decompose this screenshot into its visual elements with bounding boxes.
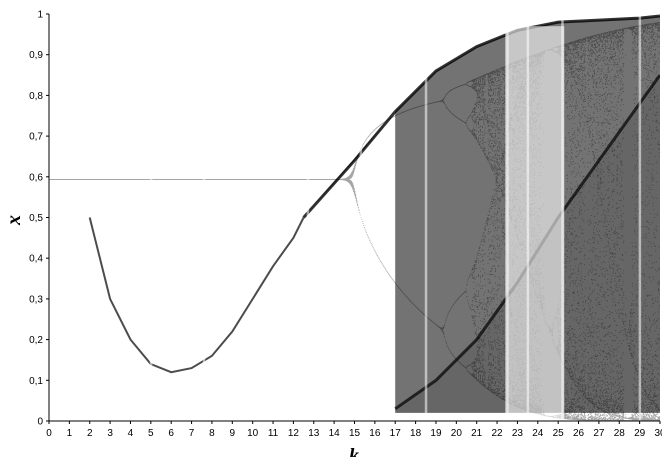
x-tick-label: 16: [369, 428, 381, 439]
x-tick-label: 22: [492, 428, 504, 439]
x-tick-label: 23: [512, 428, 524, 439]
y-tick-label: 0,9: [29, 50, 43, 61]
periodic-window: [359, 14, 363, 421]
x-tick-label: 6: [168, 428, 174, 439]
y-tick-label: 1: [37, 10, 43, 21]
x-tick-label: 10: [247, 428, 259, 439]
x-tick-label: 17: [390, 428, 402, 439]
period-three-window: [505, 26, 565, 421]
y-tick-label: 0,5: [29, 213, 43, 224]
y-axis-label: x: [3, 215, 25, 226]
x-tick-label: 19: [430, 428, 442, 439]
x-tick-label: 1: [67, 428, 73, 439]
periodic-window: [202, 14, 206, 421]
x-axis-label: k: [349, 445, 359, 457]
x-tick-label: 13: [308, 428, 320, 439]
x-tick-labels: 0 1 2 3 4 5 6 7 8 9 10 11 12 13 14 15 16 17 18 19 20 21 22 23 24…: [46, 421, 662, 439]
x-tick-label: 18: [410, 428, 422, 439]
x-tick-label: 28: [614, 428, 626, 439]
lower-chaotic-band-fill: [395, 75, 660, 413]
x-tick-label: 30: [654, 428, 662, 439]
x-tick-label: 0: [46, 428, 52, 439]
x-tick-label: 8: [209, 428, 215, 439]
x-tick-label: 5: [148, 428, 154, 439]
x-tick-label: 7: [189, 428, 195, 439]
x-tick-label: 14: [329, 428, 341, 439]
periodic-window: [638, 14, 642, 421]
x-tick-label: 11: [268, 428, 279, 439]
chaotic-band-fill: [303, 16, 660, 409]
y-tick-label: 0,8: [29, 91, 43, 102]
periodic-window: [306, 14, 310, 421]
y-tick-label: 0,1: [29, 376, 43, 387]
x-tick-label: 15: [349, 428, 361, 439]
x-tick-label: 20: [451, 428, 463, 439]
periodic-window: [149, 14, 153, 421]
y-tick-label: 0,3: [29, 294, 43, 305]
x-tick-label: 25: [553, 428, 565, 439]
y-tick-labels: 0 0,1 0,2 0,3 0,4 0,5 0,6 0,7 0,8 0,9 1: [29, 10, 49, 428]
x-tick-label: 29: [634, 428, 646, 439]
x-tick-label: 21: [471, 428, 483, 439]
x-tick-label: 24: [532, 428, 544, 439]
y-tick-label: 0,2: [29, 335, 43, 346]
lower-branch-curve: [88, 217, 305, 374]
x-tick-label: 4: [128, 428, 134, 439]
x-tick-label: 12: [288, 428, 300, 439]
x-tick-label: 27: [593, 428, 605, 439]
x-tick-label: 3: [107, 428, 113, 439]
x-tick-label: 9: [230, 428, 236, 439]
y-tick-label: 0,6: [29, 172, 43, 183]
y-tick-label: 0,7: [29, 132, 43, 143]
y-tick-label: 0,4: [29, 254, 43, 265]
y-tick-label: 0: [37, 417, 43, 428]
x-tick-label: 26: [573, 428, 585, 439]
bifurcation-curves: [88, 14, 660, 421]
periodic-window: [424, 14, 428, 421]
x-tick-label: 2: [87, 428, 93, 439]
